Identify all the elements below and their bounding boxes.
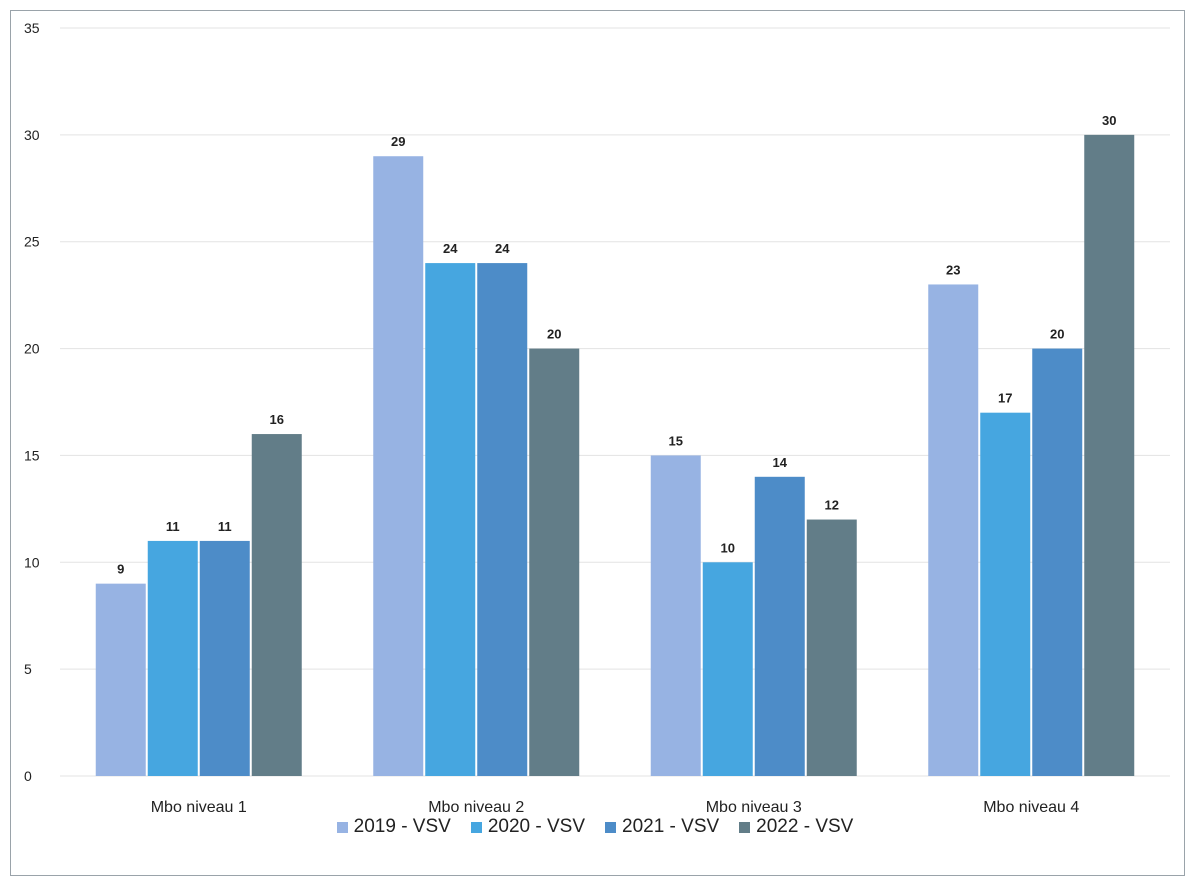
bar	[806, 519, 857, 776]
category-label: Mbo niveau 1	[151, 799, 247, 816]
legend-label: 2020 - VSV	[487, 816, 585, 837]
y-tick-label: 10	[24, 554, 40, 570]
data-label: 30	[1102, 113, 1116, 128]
data-label: 11	[166, 519, 180, 534]
y-tick-label: 30	[24, 127, 40, 143]
data-label: 12	[825, 498, 839, 513]
bar	[928, 284, 979, 776]
bar	[650, 455, 701, 776]
bar	[529, 348, 580, 776]
y-tick-label: 25	[24, 234, 40, 250]
data-label: 14	[773, 455, 788, 470]
category-label: Mbo niveau 3	[706, 799, 802, 816]
bar	[1084, 134, 1135, 776]
legend-label: 2021 - VSV	[622, 816, 720, 837]
bar	[980, 412, 1031, 776]
bar	[373, 156, 424, 776]
bar	[95, 583, 146, 776]
bar	[199, 540, 250, 776]
data-label: 10	[721, 540, 735, 555]
y-tick-label: 5	[24, 661, 32, 677]
data-label: 11	[218, 519, 232, 534]
data-label: 23	[946, 262, 960, 277]
legend-swatch	[739, 821, 751, 833]
y-tick-label: 20	[24, 341, 40, 357]
category-label: Mbo niveau 2	[428, 799, 524, 816]
legend-swatch	[336, 821, 348, 833]
legend-item: 2019 - VSV	[336, 816, 451, 838]
y-tick-label: 35	[24, 20, 40, 36]
chart-frame	[10, 10, 1185, 876]
data-label: 29	[391, 134, 405, 149]
legend-swatch	[605, 821, 616, 833]
bar	[1032, 348, 1083, 776]
legend-item: 2022 - VSV	[739, 816, 853, 838]
data-label: 9	[117, 562, 124, 577]
category-labels: Mbo niveau 1 Mbo niveau 2 Mbo niveau 3 Mbo …	[151, 799, 1080, 816]
y-tick-label: 0	[24, 768, 32, 784]
bar	[477, 263, 528, 777]
y-axis-ticks: 0 5 10 15 20 25 30 35	[24, 20, 40, 784]
category-label: Mbo niveau 4	[983, 799, 1079, 816]
legend-item: 2021 - VSV	[605, 816, 719, 838]
data-label: 24	[495, 241, 510, 256]
data-label: 24	[443, 241, 458, 256]
y-tick-label: 15	[24, 447, 40, 463]
bar	[425, 263, 476, 777]
bars	[95, 134, 1135, 777]
legend-label: 2019 - VSV	[353, 816, 451, 837]
bar	[702, 562, 753, 776]
legend-item: 2020 - VSV	[470, 816, 585, 838]
bar	[251, 434, 302, 776]
legend: 2019 - VSV 2020 - VSV 2021 - VSV 2022 - VSV	[0, 816, 1190, 838]
data-label: 20	[547, 327, 561, 342]
data-label: 17	[998, 391, 1012, 406]
data-label: 16	[270, 412, 284, 427]
data-label: 15	[669, 433, 683, 448]
legend-swatch	[470, 821, 482, 833]
data-labels: 9 11 11 16 29 24 24 20 15 10 14 12 23 17 20 30	[117, 113, 1116, 577]
bar	[147, 540, 198, 776]
legend-label: 2022 - VSV	[756, 816, 854, 837]
data-label: 20	[1050, 327, 1064, 342]
bar	[754, 476, 805, 776]
